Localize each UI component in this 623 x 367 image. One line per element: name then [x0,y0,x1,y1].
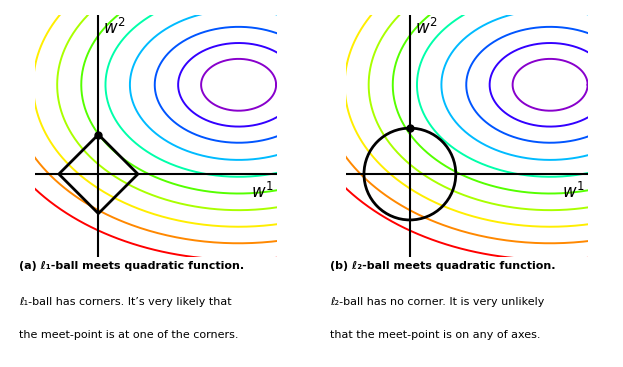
Text: ℓ₂-ball has no corner. It is very unlikely: ℓ₂-ball has no corner. It is very unlike… [330,297,545,307]
Text: $w^2$: $w^2$ [415,18,437,38]
Text: $w^1$: $w^1$ [251,182,273,203]
Text: $w^1$: $w^1$ [563,182,585,203]
Text: $w^2$: $w^2$ [103,18,126,38]
Text: ℓ₁-ball has corners. It’s very likely that: ℓ₁-ball has corners. It’s very likely th… [19,297,231,307]
Text: (a) ℓ₁-ball meets quadratic function.: (a) ℓ₁-ball meets quadratic function. [19,261,244,270]
Text: the meet-point is at one of the corners.: the meet-point is at one of the corners. [19,330,238,340]
Text: that the meet-point is on any of axes.: that the meet-point is on any of axes. [330,330,541,340]
Text: (b) ℓ₂-ball meets quadratic function.: (b) ℓ₂-ball meets quadratic function. [330,261,556,270]
